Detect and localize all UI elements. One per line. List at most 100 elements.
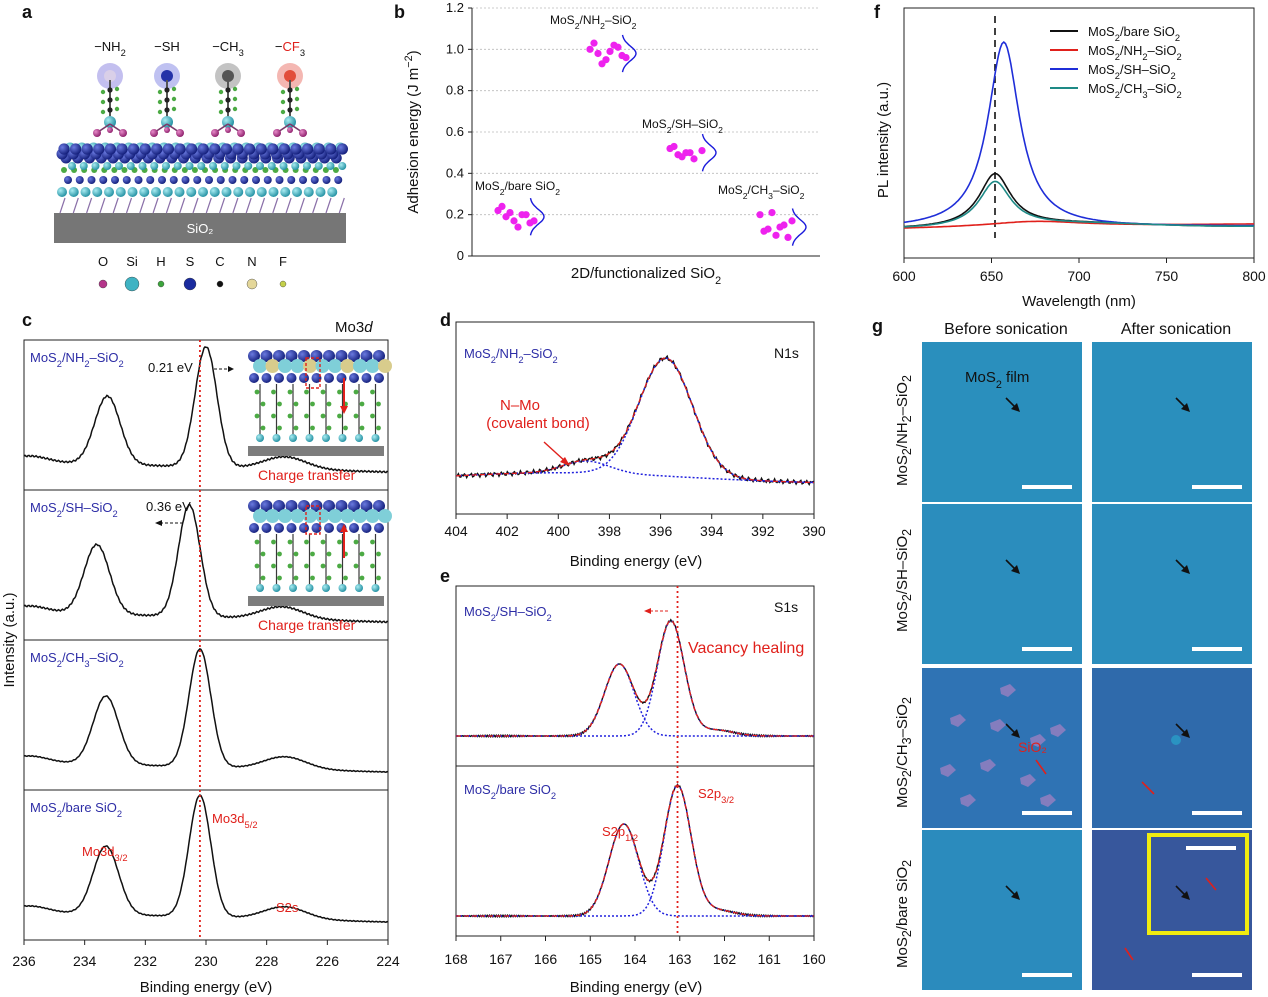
lattice-atom (173, 162, 182, 170)
lattice-atom (122, 176, 131, 184)
group-head-atom (161, 70, 173, 82)
lattice-atom (216, 176, 225, 184)
inset-atom (335, 500, 348, 512)
sample-label: MoS2/NH2–SiO2 (30, 350, 124, 369)
legend-f-swatch (279, 280, 287, 288)
lattice-atom (209, 162, 217, 170)
inset-atom (260, 401, 266, 407)
data-point (690, 155, 698, 163)
inset-atom (289, 584, 297, 592)
inset-atom (254, 389, 260, 395)
x-tick-label: 236 (12, 953, 36, 969)
inset-atom (324, 373, 334, 383)
x-tick-label: 394 (700, 523, 724, 539)
optical-image (922, 668, 1082, 828)
shift-arrowhead (228, 366, 234, 372)
lattice-atom (280, 187, 291, 197)
peak-label-mo3d52: Mo3d5/2 (212, 811, 258, 830)
bond (205, 197, 212, 214)
sulfur-atom (290, 143, 302, 155)
data-point (530, 217, 538, 225)
group-label: −SH (154, 39, 180, 54)
row-label-bare: MoS2/bare SiO2 (894, 859, 914, 968)
inset-atom (337, 539, 342, 545)
sio2-exposed-flake (960, 794, 976, 807)
inset-atom (287, 389, 293, 395)
sample-label: MoS2/CH3–SiO2 (30, 650, 124, 669)
x-tick-label: 392 (751, 523, 775, 539)
scale-bar (1192, 811, 1242, 815)
inset-atom (249, 523, 259, 533)
sulfur-atom (174, 143, 186, 155)
silicon-atom (104, 116, 116, 128)
bond (232, 197, 239, 214)
lattice-atom (111, 167, 118, 173)
data-point (622, 54, 630, 62)
inset-atom (374, 373, 384, 383)
inset-atom (360, 500, 373, 512)
scale-bar (1022, 811, 1072, 815)
x-tick-label: 750 (1155, 268, 1179, 284)
oxygen-atom (299, 129, 307, 137)
series-line (903, 180, 1254, 228)
sulfur-atom (302, 143, 314, 155)
inset-atom (304, 413, 309, 419)
data-point (590, 39, 598, 47)
charge-transfer-inset (248, 500, 392, 606)
panel-f-chart: 600 650 700 750 800 Wavelength (nm) PL intensi… (875, 7, 1266, 310)
pointer-arrowhead (1181, 729, 1190, 738)
data-point (670, 142, 678, 151)
red-arrow (1124, 947, 1134, 961)
optical-image (922, 342, 1082, 502)
lattice-atom (193, 176, 202, 184)
inset-atom (310, 551, 315, 557)
carbon-atom (107, 87, 113, 93)
inset-atom (359, 401, 365, 407)
lattice-atom (174, 187, 185, 197)
lattice-atom (150, 162, 159, 170)
group-head-atom (284, 70, 296, 82)
panel-d-title: N1s (774, 345, 799, 361)
pointer-arrowhead (1011, 403, 1020, 412)
panel-b-chart: 0 0.2 0.4 0.6 0.8 1.0 1.2 Adhesion energy (J m−… (403, 0, 820, 287)
inset-atom (303, 509, 317, 523)
lattice-atom (232, 162, 241, 170)
sulfur-atom (313, 143, 325, 155)
carbon-atom (225, 107, 231, 113)
data-point (514, 223, 522, 231)
panel-g-images: MoS2 film SiO₂ (922, 342, 1252, 990)
panel-label-g: g (872, 316, 883, 336)
inset-atom (328, 359, 342, 373)
inset-atom (277, 575, 282, 581)
inset-atom (355, 434, 363, 442)
group-label: −NH2 (94, 39, 126, 58)
panel-label-e: e (440, 566, 451, 586)
lattice-atom (162, 187, 173, 197)
inset-atom (248, 350, 260, 362)
lattice-atom (75, 176, 84, 184)
x-tick-label: 390 (802, 523, 826, 539)
inset-atom (376, 575, 381, 581)
lattice-atom (127, 187, 138, 197)
sulfur-atom (186, 143, 198, 155)
inset-atom (290, 359, 305, 373)
peak-label-s2p12: S2p1/2 (602, 824, 638, 843)
data-point (522, 211, 530, 219)
carbon-atom (164, 107, 170, 113)
inset-atom (271, 413, 276, 419)
lattice-atom (79, 162, 88, 170)
inset-atom (304, 539, 309, 545)
lattice-atom (252, 167, 259, 173)
inset-atom (348, 500, 360, 512)
inset-atom (254, 413, 260, 419)
oxygen-atom (119, 129, 127, 137)
lattice-atom (61, 167, 67, 173)
lattice-atom (162, 162, 170, 170)
x-axis-title: Wavelength (nm) (1022, 293, 1136, 310)
sulfur-atom (336, 143, 348, 155)
inset-atom (376, 425, 381, 431)
inset-atom (353, 389, 359, 395)
lattice-atom (279, 162, 288, 170)
y-tick-label: 0.6 (446, 124, 464, 139)
inset-atom (370, 539, 375, 545)
